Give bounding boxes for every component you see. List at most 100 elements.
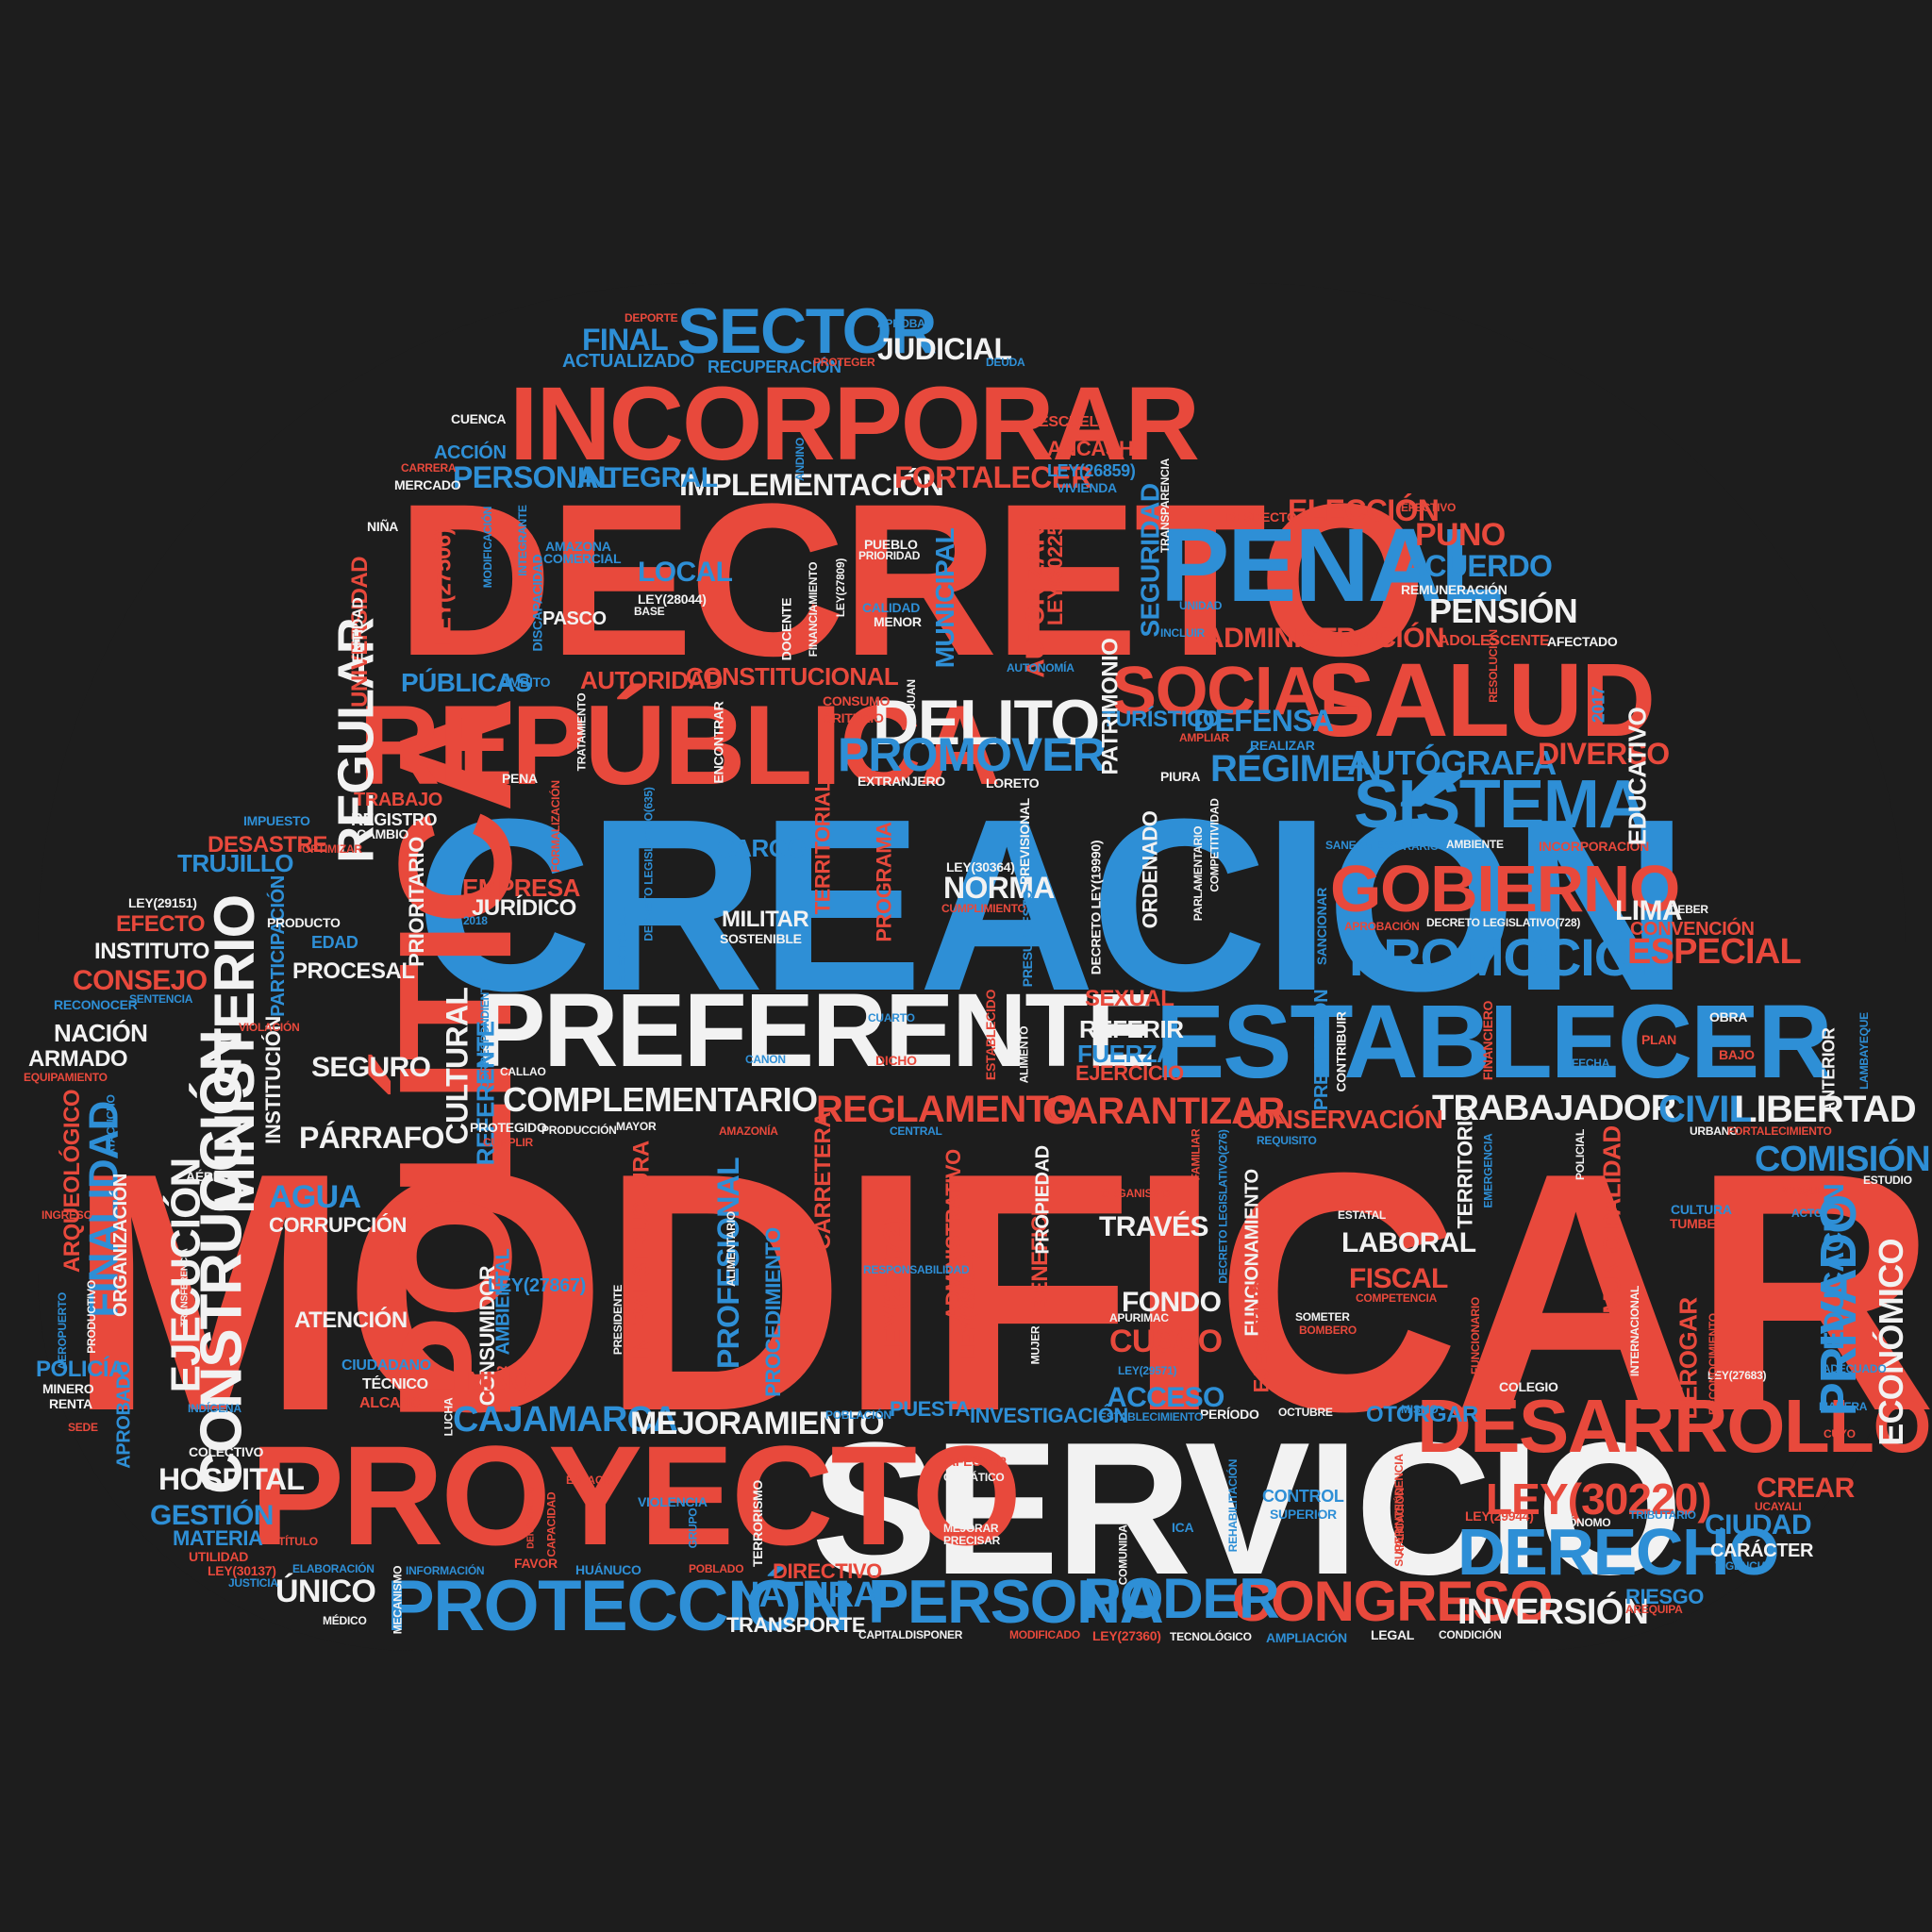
word-ancash: ANCASH (1047, 437, 1134, 460)
word-ley-29571: LEY(29571) (1118, 1364, 1177, 1377)
word-ciudadano: CIUDADANO (341, 1357, 431, 1374)
word-rehabilitación: REHABILITACIÓN (1226, 1458, 1241, 1553)
word-autonomía: AUTONOMÍA (1007, 661, 1074, 675)
word-encontrar: ENCONTRAR (710, 701, 726, 784)
word-unidad: UNIDAD (1179, 599, 1223, 612)
cloud-shape (38, 283, 1906, 1651)
word-ministerio: MINISTERIO (203, 894, 267, 1215)
word-incorporar: INCORPORAR (509, 366, 1200, 482)
word-poblado: POBLADO (689, 1562, 744, 1575)
word-funcionario: FUNCIONARIO (1469, 1296, 1483, 1375)
word-sector: SECTOR (677, 295, 937, 367)
word-aéreo: AÉREO (186, 1169, 232, 1184)
word-ley-27867: LEY(27867) (488, 1275, 586, 1296)
word-norma: NORMA (943, 871, 1055, 905)
word-callao: CALLAO (500, 1065, 546, 1078)
word-incorporación: INCORPORACIÓN (1539, 839, 1649, 854)
word-local: LOCAL (638, 557, 733, 588)
word-mecanismo: MECANISMO (391, 1565, 405, 1635)
word-incluir: INCLUIR (1160, 626, 1205, 640)
word-mejorar: MEJORAR (943, 1522, 999, 1535)
word-modificado: MODIFICADO (1009, 1628, 1080, 1641)
word-indígena: INDÍGENA (188, 1402, 242, 1415)
word-fiscal: FISCAL (1349, 1263, 1448, 1294)
word-lambayeque: LAMBAYEQUE (1857, 1012, 1871, 1090)
word-riesgo: RIESGO (1625, 1585, 1704, 1608)
word-grupo: GRUPO (686, 1507, 700, 1549)
word-protección: PROTECCIÓN (387, 1566, 852, 1646)
word-fortalecimiento: FORTALECIMIENTO (1727, 1124, 1832, 1138)
word-armado: ARMADO (28, 1046, 128, 1072)
word-cuenca: CUENCA (451, 411, 507, 426)
word-modificar: MODIFICAR (67, 1103, 1932, 1482)
word-adecuado: ADECUADO (1823, 1362, 1887, 1375)
word-ucayali: UCAYALI (1755, 1500, 1802, 1513)
word-2018: 2018 (463, 914, 488, 927)
word-responsabilidad: RESPONSABILIDAD (863, 1263, 970, 1276)
word-sancionar: SANCIONAR (1314, 887, 1330, 966)
word-sexual: SEXUAL (1085, 986, 1174, 1011)
word-remuneración: REMUNERACIÓN (1401, 582, 1507, 597)
word-régimen: RÉGIMEN (1210, 748, 1382, 790)
word-policía: POLICÍA (36, 1357, 125, 1382)
word-policial: POLICIAL (1574, 1128, 1588, 1181)
word-lima: LIMA (1615, 895, 1683, 926)
word-directivo: DIRECTIVO (773, 1559, 882, 1583)
word-título: TÍTULO (278, 1535, 318, 1548)
word-equipamiento: EQUIPAMIENTO (24, 1071, 108, 1084)
word-gobierno: GOBIERNO (1330, 852, 1680, 925)
word-amazonía: AMAZONÍA (719, 1124, 778, 1138)
word-requisito: REQUISITO (1257, 1134, 1317, 1147)
word-2017: 2017 (1589, 686, 1608, 724)
word-registro: REGISTRO (351, 810, 438, 829)
word-municipal: MUNICIPAL (930, 527, 960, 669)
word-estatal: ESTATAL (1338, 1208, 1386, 1222)
word-ica: ICA (1172, 1520, 1194, 1535)
word-colectivo: COLECTIVO (189, 1444, 264, 1459)
word-aprobado: APROBADO (113, 1361, 135, 1469)
word-manera: MANERA (1819, 1400, 1868, 1413)
word-correspondiente: CORRESPONDIENTE (477, 978, 491, 1090)
word-ley-26859: LEY(26859) (1047, 461, 1136, 480)
word-empresa: EMPRESA (462, 874, 580, 902)
word-minero: MINERO (42, 1381, 94, 1396)
word-sentencia: SENTENCIA (129, 992, 193, 1006)
word-huánuco: HUÁNUCO (575, 1562, 641, 1577)
word-afectar: AFECTAR (946, 1454, 1007, 1469)
word-comunidad: COMUNIDAD (1116, 1516, 1130, 1586)
word-bajo: BAJO (1719, 1047, 1755, 1062)
word-efecto: EFECTO (116, 911, 206, 937)
word-información: INFORMACIÓN (406, 1564, 485, 1577)
word-prioridad: PRIORIDAD (858, 549, 921, 562)
word-desastre: DESASTRE (208, 832, 327, 858)
word-aprobación: APROBACIÓN (1344, 920, 1420, 933)
word-referir: REFERIR (1079, 1015, 1184, 1043)
word-atención: ATENCIÓN (294, 1307, 408, 1333)
word-decreto-legislativo-728: DECRETO LEGISLATIVO(728) (1426, 916, 1581, 929)
word-cuyo: CUYO (1824, 1427, 1856, 1441)
word-administración: ADMINISTRACIÓN (1204, 623, 1445, 654)
word-establecido: ESTABLECIDO (983, 989, 999, 1081)
word-laboral: LABORAL (1341, 1227, 1476, 1258)
word-materia: MATERIA (173, 1526, 263, 1550)
word-acción: ACCIÓN (434, 442, 507, 463)
word-desarrollo: DESARROLLO (1416, 1384, 1932, 1468)
word-ley-27683: LEY(27683) (1707, 1369, 1767, 1382)
word-decreto-ley-19990: DECRETO LEY(19990) (1088, 840, 1104, 975)
word-alimento: ALIMENTO (1017, 1025, 1031, 1084)
word-carrera: CARRERA (401, 461, 457, 475)
word-ambiental: AMBIENTAL (492, 1248, 514, 1356)
word-competitividad: COMPETITIVIDAD (1208, 798, 1222, 892)
word-elección: ELECCIÓN (1288, 493, 1440, 527)
word-trabajador: TRABAJADOR (1432, 1089, 1676, 1128)
word-legal: LEGAL (1371, 1627, 1415, 1642)
word-renta: RENTA (49, 1396, 92, 1411)
word-decreto: DECRETO (396, 458, 1427, 701)
word-violencia: VIOLENCIA (638, 1494, 708, 1509)
word-loreto: LORETO (986, 775, 1040, 791)
word-final: FINAL (582, 323, 669, 357)
word-ley-27972: LEY(27972) (877, 1217, 909, 1364)
word-derogar: DEROGAR (1674, 1297, 1703, 1420)
word-reconocer: RECONOCER (54, 997, 138, 1012)
